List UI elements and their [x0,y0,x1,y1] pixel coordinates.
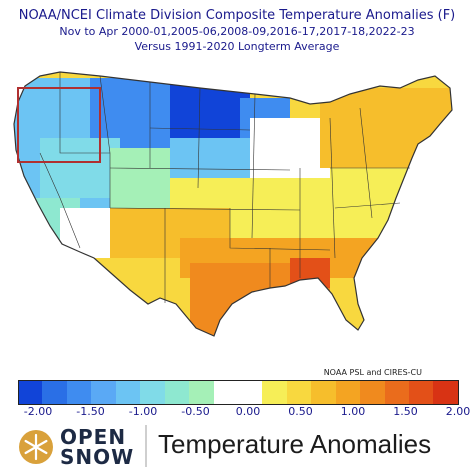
colorbar-tick-label: 0.00 [235,405,261,418]
region-white-socal [60,208,110,258]
footer-banner: OPEN SNOW Temperature Anomalies [10,423,468,469]
colorbar-tick-label: 0.50 [288,405,313,418]
footer-divider [145,425,147,467]
state-borders [39,72,410,303]
pacific-northwest-highlight-box [17,87,101,163]
colorbar-segment [433,380,458,404]
colorbar-segment [213,380,238,404]
brand-name-line1: OPEN [60,425,127,449]
footer-title: Temperature Anomalies [158,429,432,459]
colorbar-segment [164,380,190,404]
colorbar-segment [66,380,92,404]
region-red-louisiana [290,258,330,288]
colorbar-segment [409,380,434,404]
us-anomaly-map [13,71,453,337]
region-cyan-great-basin [40,138,120,198]
region-white-great-lakes [250,118,330,178]
map-color-regions [14,72,452,336]
colorbar-tick-label: -2.00 [23,405,53,418]
colorbar-segment [237,380,263,404]
map-period-subtitle: Nov to Apr 2000-01,2005-06,2008-09,2016-… [59,25,415,38]
colorbar-tick-label: -1.50 [76,405,105,418]
colorbar-tick-label: 1.00 [340,405,366,418]
colorbar-segment [360,380,385,404]
map-baseline-subtitle: Versus 1991-2020 Longterm Average [134,40,340,53]
colorbar-tick-label: -0.50 [181,405,210,418]
colorbar-segment [384,380,409,404]
region-pale-green-colorado [110,148,170,208]
colorbar-segment [18,380,43,404]
colorbar-ticks: -2.00 -1.50 -1.00 -0.50 0.00 0.50 1.00 1.50 2.00 [18,405,470,421]
colorbar-segment [335,380,361,404]
us-outline [13,71,453,337]
colorbar-tick-label: 2.00 [445,405,471,418]
colorbar-segment [286,380,312,404]
region-gold-northeast [320,88,452,168]
map-title: NOAA/NCEI Climate Division Composite Tem… [18,8,456,23]
colorbar-tick-label: 1.50 [393,405,418,418]
region-blue-rockies [90,78,180,148]
colorbar-segment [262,380,287,404]
brand-name-line2: SNOW [60,445,135,469]
opensnow-logo-icon [19,430,53,464]
colorbar-segment [42,380,67,404]
colorbar [18,380,458,404]
colorbar-segment [189,380,214,404]
colorbar-segment [115,380,141,404]
colorbar-segment [311,380,336,404]
colorbar-segment [91,380,116,404]
colorbar-tick-label: -1.00 [128,405,158,418]
region-light-blue-nebraska [170,138,250,178]
colorbar-segment [140,380,165,404]
data-credit: NOAA PSL and CIRES-CU [323,368,422,377]
